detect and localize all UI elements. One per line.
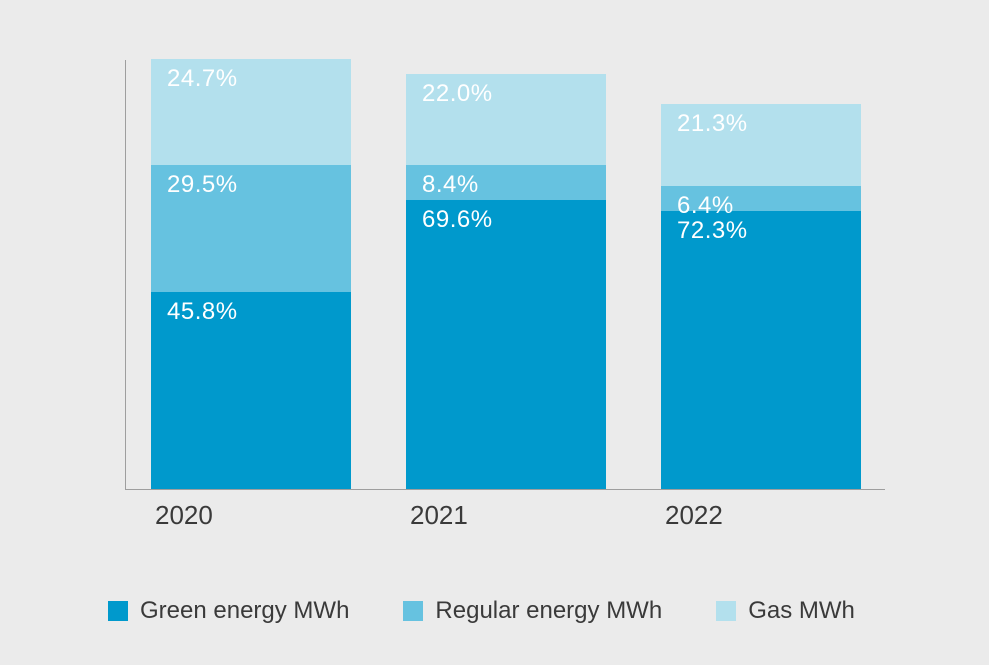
plot-area: 45.8%29.5%24.7%69.6%8.4%22.0%72.3%6.4%21… (125, 60, 885, 490)
segment-label: 21.3% (677, 110, 748, 138)
legend-swatch (403, 601, 423, 621)
energy-chart: 45.8%29.5%24.7%69.6%8.4%22.0%72.3%6.4%21… (125, 60, 885, 540)
legend-label: Gas MWh (748, 597, 855, 625)
x-label: 2022 (665, 500, 723, 531)
segment-regular: 8.4% (406, 165, 606, 200)
segment-label: 72.3% (677, 217, 748, 245)
bar-2020: 45.8% 29.5% 24.7% (151, 59, 351, 489)
segment-gas: 24.7% (151, 59, 351, 165)
segment-label: 8.4% (422, 171, 479, 199)
legend-item-regular: Regular energy MWh (403, 597, 662, 625)
bar-2022: 72.3%6.4%21.3% (661, 104, 861, 489)
segment-green: 45.8% (151, 292, 351, 489)
segment-label: 45.8% (167, 298, 238, 326)
x-label: 2021 (410, 500, 468, 531)
legend-swatch (108, 601, 128, 621)
segment-regular: 29.5% (151, 165, 351, 292)
segment-green: 72.3% (661, 211, 861, 489)
x-axis-labels: 2020 2021 2022 (125, 490, 885, 540)
segment-gas: 21.3% (661, 104, 861, 186)
segment-regular: 6.4% (661, 186, 861, 211)
segment-label: 69.6% (422, 206, 493, 234)
segment-label: 24.7% (167, 65, 238, 93)
legend-label: Regular energy MWh (435, 597, 662, 625)
segment-gas: 22.0% (406, 74, 606, 165)
legend-swatch (716, 601, 736, 621)
legend: Green energy MWh Regular energy MWh Gas MW… (108, 597, 888, 625)
segment-green: 69.6% (406, 200, 606, 489)
legend-label: Green energy MWh (140, 597, 349, 625)
legend-item-green: Green energy MWh (108, 597, 349, 625)
segment-label: 6.4% (677, 192, 734, 220)
segment-label: 29.5% (167, 171, 238, 199)
bar-2021: 69.6% 8.4% 22.0% (406, 74, 606, 489)
x-label: 2020 (155, 500, 213, 531)
legend-item-gas: Gas MWh (716, 597, 855, 625)
segment-label: 22.0% (422, 80, 493, 108)
